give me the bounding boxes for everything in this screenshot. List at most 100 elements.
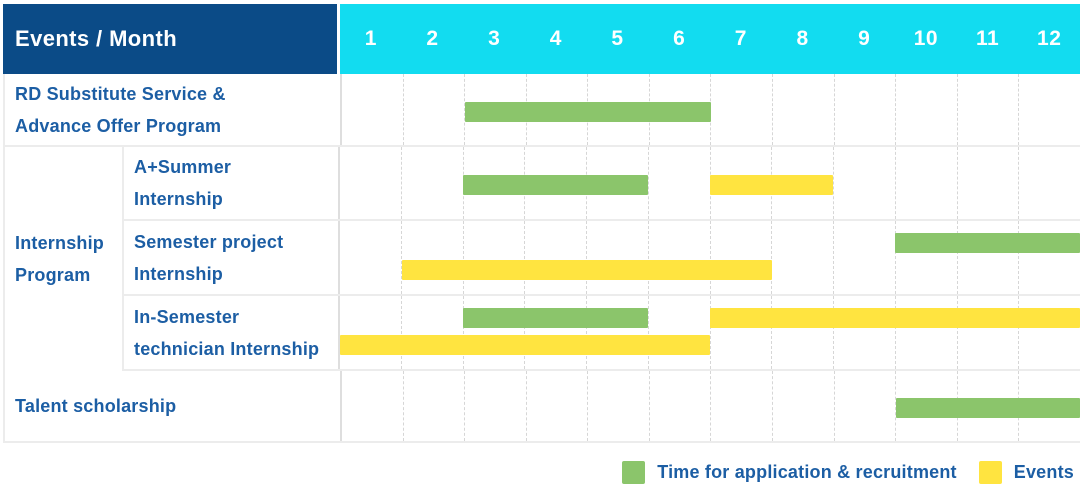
table-header-corner: Events / Month [3, 4, 340, 74]
month-grid-cell [894, 296, 957, 369]
month-grid-cell [647, 221, 710, 294]
gantt-row-2: Semester project Internship [124, 221, 1080, 296]
row-label-line: Talent scholarship [15, 396, 177, 416]
month-header-8: 8 [796, 27, 809, 50]
month-header-9: 9 [858, 27, 871, 50]
month-grid-cell [894, 221, 957, 294]
month-grid-cell [400, 221, 463, 294]
month-grid-cell [1018, 221, 1080, 294]
gantt-bar-yellow [340, 335, 710, 355]
month-grid-cell [894, 147, 957, 219]
month-header-11: 11 [975, 27, 1000, 50]
month-grid-cell [462, 296, 525, 369]
month-header-10: 10 [913, 27, 939, 50]
month-grid-cell [400, 147, 463, 219]
internship-program-group: Internship Program A+Summer Internship Semes… [5, 147, 1080, 371]
month-grid-cell [709, 296, 772, 369]
gantt-bar-yellow [401, 260, 772, 280]
row-chart-area [340, 371, 1080, 441]
month-header-row: 1 2 3 4 5 6 7 8 9 10 11 12 [340, 4, 1080, 74]
month-header-6: 6 [673, 27, 686, 50]
gantt-bar-green [465, 101, 711, 122]
gantt-bar-yellow [710, 175, 834, 195]
group-subrows: A+Summer Internship Semester project Intern… [124, 147, 1080, 371]
month-grid-cell [956, 74, 1019, 145]
legend-label: Events [1013, 462, 1074, 482]
gantt-row-talent-scholarship: Talent scholarship [5, 371, 1080, 443]
row-label: Talent scholarship [5, 371, 340, 441]
month-grid-cell [710, 74, 772, 145]
gantt-bar-green [463, 175, 649, 195]
month-grid-cell [340, 296, 401, 369]
row-label: A+Summer Internship [124, 147, 338, 219]
gantt-row-3: In-Semester technician Internship [124, 296, 1080, 371]
month-grid-cell [956, 147, 1019, 219]
month-grid-cell [771, 221, 833, 294]
group-label-line: Internship [15, 233, 105, 253]
gantt-row-rd-substitute: RD Substitute Service & Advance Offer Pro… [5, 74, 1080, 147]
month-grid-cell [340, 147, 401, 219]
month-grid-cell [833, 296, 895, 369]
row-chart-area [340, 74, 1080, 145]
row-label-line: Internship [134, 263, 224, 284]
gantt-table: Events / Month 1 2 3 4 5 6 7 8 9 10 11 12 RD Substi… [3, 4, 1080, 443]
group-label-cell: Internship Program [5, 147, 124, 371]
legend-swatch-events [978, 461, 1002, 484]
month-grid-cell [464, 371, 526, 441]
row-label: RD Substitute Service & Advance Offer Pro… [5, 74, 340, 145]
month-grid-cell [709, 147, 772, 219]
group-label-line: Program [15, 265, 91, 285]
month-grid-cell [833, 147, 895, 219]
gantt-bar-green [895, 398, 1080, 418]
month-grid-cell [587, 371, 649, 441]
month-header-5: 5 [611, 27, 624, 50]
month-grid-cell [1018, 296, 1080, 369]
row-label-line: Internship [134, 189, 224, 209]
month-grid-cell [402, 74, 465, 145]
month-grid-cell [833, 221, 895, 294]
legend-item-events: Events [978, 461, 1074, 484]
legend-swatch-application [622, 461, 646, 484]
month-grid-cell [524, 296, 586, 369]
month-header-7: 7 [734, 27, 747, 50]
events-month-header-label: Events / Month [15, 26, 178, 51]
row-label-line: In-Semester [134, 306, 240, 327]
month-grid-cell [647, 296, 710, 369]
month-grid-cell [833, 74, 896, 145]
row-label-line: Advance Offer Program [15, 115, 222, 136]
month-grid-cell [956, 296, 1019, 369]
month-grid-cell [462, 147, 525, 219]
month-grid-cell [647, 147, 710, 219]
month-grid-cell [342, 74, 403, 145]
month-header-3: 3 [488, 27, 501, 50]
month-grid-cell [895, 74, 957, 145]
month-grid-cell [586, 296, 648, 369]
row-label-line: A+Summer [134, 157, 232, 177]
legend: Time for application & recruitment Events [0, 461, 1074, 484]
month-grid-cell [402, 371, 465, 441]
month-grid-cell [648, 371, 711, 441]
gantt-row-1: A+Summer Internship [124, 147, 1080, 221]
month-grid-cell [1018, 147, 1080, 219]
legend-item-application: Time for application & recruitment [622, 461, 957, 484]
row-label-line: RD Substitute Service & [15, 83, 226, 104]
month-grid-cell [772, 74, 834, 145]
gantt-bar-green [895, 233, 1080, 253]
month-grid-cell [833, 371, 896, 441]
month-grid-cell [586, 221, 648, 294]
legend-label: Time for application & recruitment [657, 462, 957, 482]
row-chart-area [338, 221, 1080, 294]
gantt-body: RD Substitute Service & Advance Offer Pro… [3, 74, 1080, 443]
month-header-4: 4 [549, 27, 562, 50]
month-grid-cell [709, 221, 772, 294]
table-header-row: Events / Month 1 2 3 4 5 6 7 8 9 10 11 12 [3, 4, 1080, 74]
row-label-line: technician Internship [134, 338, 320, 359]
month-grid-cell [462, 221, 525, 294]
month-grid-cell [524, 221, 586, 294]
month-grid-cell [400, 296, 463, 369]
month-grid-cell [772, 371, 834, 441]
month-header-2: 2 [426, 27, 439, 50]
gantt-bar-yellow [710, 308, 1080, 328]
gantt-bar-green [463, 308, 649, 328]
month-grid-cell [771, 296, 833, 369]
